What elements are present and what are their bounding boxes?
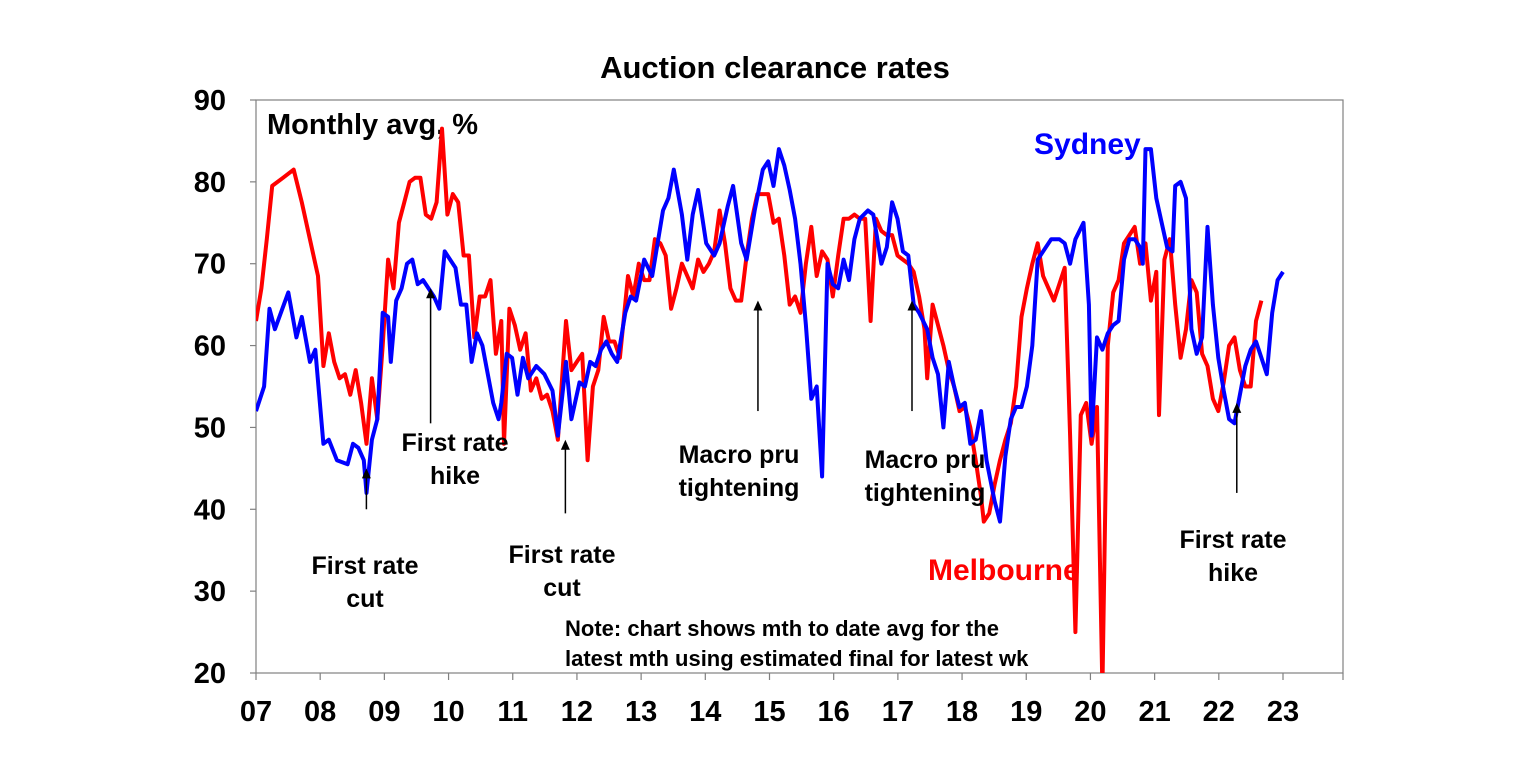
x-tick-label: 19 bbox=[1010, 696, 1042, 728]
y-tick-label: 80 bbox=[194, 167, 226, 199]
annotation-arrow-head bbox=[753, 300, 763, 311]
annotation-text: cut bbox=[346, 585, 384, 613]
x-tick-label: 10 bbox=[432, 696, 464, 728]
annotation-text: hike bbox=[1208, 559, 1258, 587]
annotation-arrow-head bbox=[907, 300, 917, 311]
series-line-sydney bbox=[256, 147, 1285, 524]
x-tick-label: 11 bbox=[497, 696, 528, 728]
annotation: Macro pru tightening bbox=[679, 300, 800, 502]
x-tick-label: 16 bbox=[818, 696, 850, 728]
x-tick-label: 15 bbox=[753, 696, 785, 728]
annotation-arrow-head bbox=[361, 468, 371, 479]
annotation-arrow-head bbox=[560, 439, 570, 450]
x-tick-label: 23 bbox=[1267, 696, 1299, 728]
annotation-text: Macro pru bbox=[679, 441, 800, 469]
annotation-text: Macro pru bbox=[865, 446, 986, 474]
x-tick-label: 22 bbox=[1203, 696, 1235, 728]
x-tick-label: 14 bbox=[689, 696, 721, 728]
series-line-melbourne bbox=[256, 126, 1264, 673]
annotation-text: tightening bbox=[679, 474, 800, 502]
x-tick-label: 18 bbox=[946, 696, 978, 728]
y-tick-label: 40 bbox=[194, 494, 226, 526]
y-tick-label: 50 bbox=[194, 412, 226, 444]
series-label-melbourne: Melbourne bbox=[928, 554, 1080, 587]
annotation-text: hike bbox=[430, 462, 480, 490]
y-tick-label: 30 bbox=[194, 576, 226, 608]
chart-note-line-2: latest mth using estimated final for lat… bbox=[565, 646, 1029, 671]
series-layer bbox=[256, 126, 1285, 673]
series-label-sydney: Sydney bbox=[1034, 128, 1141, 161]
chart-title: Auction clearance rates bbox=[600, 50, 950, 85]
annotation-text: First rate bbox=[509, 541, 616, 569]
annotation-text: tightening bbox=[865, 479, 986, 507]
x-tick-label: 09 bbox=[368, 696, 400, 728]
annotation: First rate hike bbox=[1180, 402, 1287, 587]
x-tick-label: 21 bbox=[1138, 696, 1170, 728]
x-tick-label: 13 bbox=[625, 696, 657, 728]
plot-frame bbox=[255, 99, 1344, 674]
unit-label: Monthly avg, % bbox=[267, 109, 478, 141]
annotation: First rate hike bbox=[402, 288, 509, 490]
annotation-text: First rate bbox=[1180, 526, 1287, 554]
x-tick-label: 17 bbox=[882, 696, 914, 728]
x-tick-label: 08 bbox=[304, 696, 336, 728]
annotation-arrow-head bbox=[1232, 402, 1242, 413]
chart-note-line-1: Note: chart shows mth to date avg for th… bbox=[565, 616, 999, 641]
annotation-text: First rate bbox=[402, 429, 509, 457]
y-axis: 20 30 40 50 60 70 80 90 bbox=[194, 85, 256, 690]
annotation-arrow-head bbox=[426, 288, 436, 299]
y-tick-label: 70 bbox=[194, 249, 226, 281]
annotation: First rate cut bbox=[312, 468, 419, 613]
y-tick-label: 20 bbox=[194, 658, 226, 690]
x-tick-label: 12 bbox=[561, 696, 593, 728]
x-axis: 07 08 09 10 11 12 13 14 15 16 17 18 19 20 21 22 23 bbox=[240, 673, 1344, 728]
annotation-text: First rate bbox=[312, 552, 419, 580]
x-tick-label: 20 bbox=[1074, 696, 1106, 728]
annotations: First rate cut First rate hike First rate cut… bbox=[312, 288, 1287, 613]
annotation-text: cut bbox=[543, 574, 581, 602]
x-tick-label: 07 bbox=[240, 696, 272, 728]
y-tick-label: 90 bbox=[194, 85, 226, 117]
annotation: First rate cut bbox=[509, 439, 616, 602]
y-tick-label: 60 bbox=[194, 331, 226, 363]
annotation: Macro pru tightening bbox=[865, 300, 986, 507]
